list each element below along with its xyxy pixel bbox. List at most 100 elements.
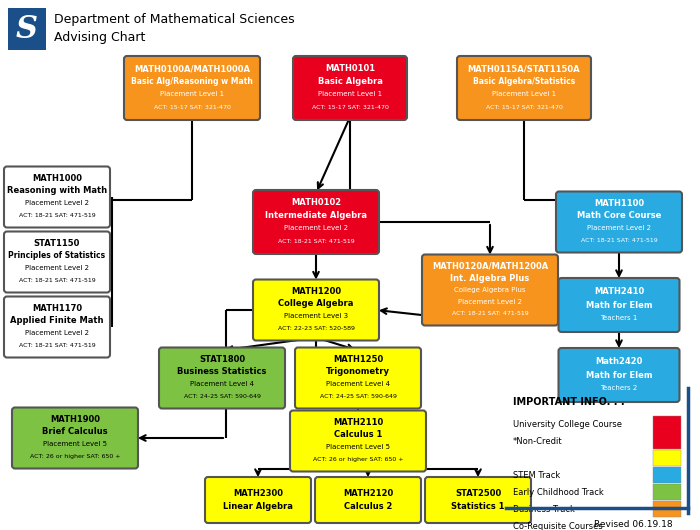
Text: Placement Level 1: Placement Level 1 [318,92,382,98]
Text: Placement Level 4: Placement Level 4 [326,381,390,387]
Text: Basic Algebra: Basic Algebra [318,77,382,86]
Text: ACT: 15-17 SAT: 321-470: ACT: 15-17 SAT: 321-470 [312,105,388,110]
Text: Basic Alg/Reasoning w Math: Basic Alg/Reasoning w Math [131,77,253,86]
Text: Placement Level 1: Placement Level 1 [160,92,224,98]
Text: STEM Track: STEM Track [513,471,560,480]
Text: MATH1170: MATH1170 [32,304,82,313]
Text: Reasoning with Math: Reasoning with Math [7,187,107,196]
Text: MATH0102: MATH0102 [291,198,341,207]
FancyBboxPatch shape [315,477,421,523]
Text: MATH1900: MATH1900 [50,415,100,424]
Text: College Algebra: College Algebra [279,299,354,308]
Text: Placement Level 2: Placement Level 2 [458,299,522,305]
FancyBboxPatch shape [457,56,591,120]
Text: Teachers 1: Teachers 1 [601,315,638,321]
Text: ACT: 18-21 SAT: 471-519: ACT: 18-21 SAT: 471-519 [19,343,95,348]
Text: Applied Finite Math: Applied Finite Math [10,316,104,325]
Text: Math for Elem: Math for Elem [586,370,652,379]
Text: *Non-Credit: *Non-Credit [513,437,563,446]
FancyBboxPatch shape [253,279,379,340]
FancyBboxPatch shape [12,408,138,469]
Text: Teachers 2: Teachers 2 [601,385,638,391]
FancyBboxPatch shape [290,411,426,472]
Text: ACT: 15-17 SAT: 321-470: ACT: 15-17 SAT: 321-470 [153,105,230,110]
Text: STAT2500: STAT2500 [455,489,501,498]
Text: STAT1800: STAT1800 [199,355,245,364]
FancyBboxPatch shape [425,477,531,523]
Text: Placement Level 4: Placement Level 4 [190,381,254,387]
FancyBboxPatch shape [653,484,681,500]
FancyBboxPatch shape [4,232,110,293]
Text: ACT: 22-23 SAT: 520-589: ACT: 22-23 SAT: 520-589 [277,326,354,331]
Text: Placement Level 2: Placement Level 2 [587,225,651,231]
Text: MATH0101: MATH0101 [325,64,375,73]
Text: Linear Algebra: Linear Algebra [223,502,293,511]
Text: MATH2110: MATH2110 [333,418,383,427]
Text: Placement Level 1: Placement Level 1 [492,92,556,98]
Text: University College Course: University College Course [513,420,622,429]
Text: Placement Level 2: Placement Level 2 [25,330,89,336]
Text: ACT: 18-21 SAT: 471-519: ACT: 18-21 SAT: 471-519 [278,239,354,244]
FancyBboxPatch shape [556,191,682,252]
Text: Placement Level 5: Placement Level 5 [326,444,390,450]
Text: Statistics 1: Statistics 1 [452,502,505,511]
Text: MATH1100: MATH1100 [594,199,644,208]
Text: Placement Level 3: Placement Level 3 [284,313,348,319]
Text: Math for Elem: Math for Elem [586,301,652,310]
Text: Department of Mathematical Sciences: Department of Mathematical Sciences [54,13,295,26]
Text: Placement Level 2: Placement Level 2 [284,225,348,232]
FancyBboxPatch shape [559,348,680,402]
FancyBboxPatch shape [8,8,46,50]
Text: ACT: 24-25 SAT: 590-649: ACT: 24-25 SAT: 590-649 [319,394,396,399]
Text: ACT: 26 or higher SAT: 650 +: ACT: 26 or higher SAT: 650 + [313,457,403,462]
Text: College Algebra Plus: College Algebra Plus [454,287,526,293]
FancyBboxPatch shape [653,501,681,517]
FancyBboxPatch shape [159,348,285,409]
FancyBboxPatch shape [4,166,110,227]
Text: MATH0100A/MATH1000A: MATH0100A/MATH1000A [134,64,250,73]
Text: Early Childhood Track: Early Childhood Track [513,488,603,497]
Text: ACT: 18-21 SAT: 471-519: ACT: 18-21 SAT: 471-519 [580,238,657,243]
FancyBboxPatch shape [422,254,558,325]
FancyBboxPatch shape [205,477,311,523]
FancyBboxPatch shape [295,348,421,409]
Text: MATH0120A/MATH1200A: MATH0120A/MATH1200A [432,262,548,271]
Text: Math Core Course: Math Core Course [577,211,662,220]
Text: MATH0115A/STAT1150A: MATH0115A/STAT1150A [468,64,580,73]
Text: MATH2410: MATH2410 [594,287,644,296]
FancyBboxPatch shape [559,278,680,332]
Text: Co-Requisite Courses: Co-Requisite Courses [513,522,603,530]
Text: ACT: 24-25 SAT: 590-649: ACT: 24-25 SAT: 590-649 [183,394,260,399]
Text: Basic Algebra/Statistics: Basic Algebra/Statistics [473,77,575,86]
FancyBboxPatch shape [653,450,681,466]
Text: Placement Level 2: Placement Level 2 [25,265,89,271]
FancyBboxPatch shape [653,416,681,449]
Text: MATH2120: MATH2120 [343,489,393,498]
Text: Placement Level 2: Placement Level 2 [25,200,89,206]
FancyBboxPatch shape [124,56,260,120]
Text: STAT1150: STAT1150 [34,239,80,248]
Text: Advising Chart: Advising Chart [54,31,146,45]
FancyBboxPatch shape [293,56,407,120]
Text: MATH1000: MATH1000 [32,174,82,183]
Text: ACT: 15-17 SAT: 321-470: ACT: 15-17 SAT: 321-470 [486,105,562,110]
Text: Math2420: Math2420 [595,358,643,367]
Text: ACT: 18-21 SAT: 471-519: ACT: 18-21 SAT: 471-519 [19,278,95,283]
FancyBboxPatch shape [653,467,681,483]
Text: MATH2300: MATH2300 [233,489,283,498]
Text: Calculus 2: Calculus 2 [344,502,392,511]
Text: MATH1250: MATH1250 [333,355,383,364]
Text: S: S [16,13,38,45]
Text: MATH1200: MATH1200 [291,287,341,296]
Text: Business Track: Business Track [513,505,575,514]
FancyBboxPatch shape [253,190,379,254]
FancyBboxPatch shape [4,296,110,358]
Text: Placement Level 5: Placement Level 5 [43,441,107,447]
Text: ACT: 26 or higher SAT: 650 +: ACT: 26 or higher SAT: 650 + [29,454,120,459]
Text: Principles of Statistics: Principles of Statistics [8,251,106,260]
Text: Business Statistics: Business Statistics [177,367,267,376]
Text: IMPORTANT INFO. . .: IMPORTANT INFO. . . [513,397,624,407]
Text: Trigonometry: Trigonometry [326,367,390,376]
Text: Intermediate Algebra: Intermediate Algebra [265,211,367,220]
Text: ACT: 18-21 SAT: 471-519: ACT: 18-21 SAT: 471-519 [452,311,528,316]
